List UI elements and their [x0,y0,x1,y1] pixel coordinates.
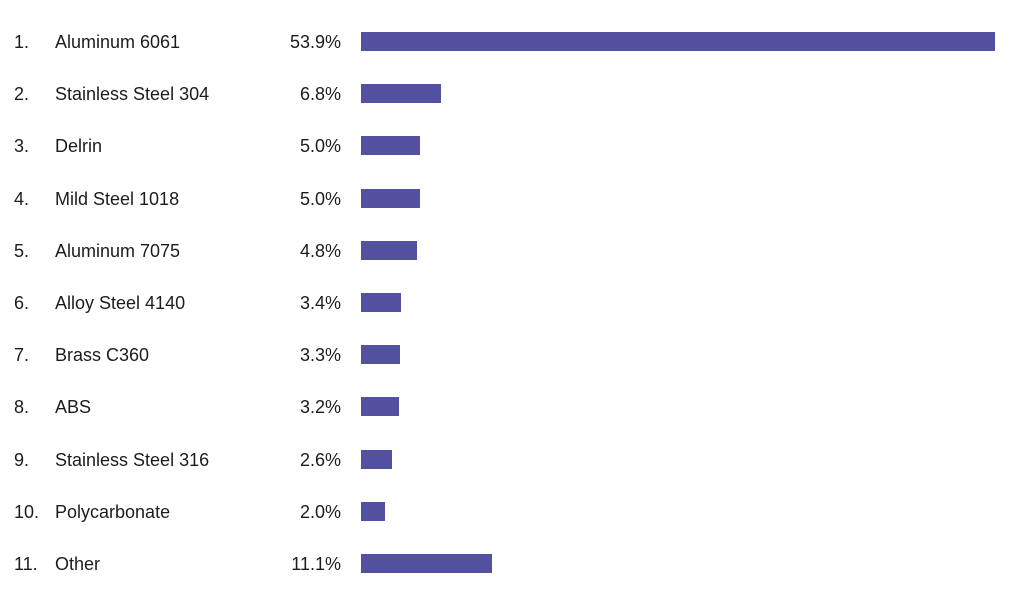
row-label: Aluminum 7075 [55,240,181,261]
row-value: 6.8% [299,84,341,105]
row-value: 5.0% [299,136,341,157]
row-label: Other [55,554,101,574]
chart-row: 2. Stainless Steel 304 6.8% [0,82,1024,106]
row-value: 11.1% [291,554,341,574]
row-label: Delrin [55,136,103,157]
chart-row: 11. Other 11.1% [0,552,1024,576]
row-value: 53.9% [289,32,341,52]
chart-row: 8. ABS 3.2% [0,395,1024,419]
chart-row: 1. Aluminum 6061 53.9% [0,30,1024,54]
row-rank: 2. [14,84,30,105]
row-bar [361,84,441,104]
row-bar [361,293,401,312]
chart-row: 5. Aluminum 7075 4.8% [0,239,1024,263]
row-rank: 9. [14,449,30,470]
row-bar [361,240,417,260]
row-label: Brass C360 [55,345,150,366]
row-rank: 6. [14,293,30,313]
chart-row: 6. Alloy Steel 4140 3.4% [0,291,1024,315]
row-bar [361,188,420,208]
chart-row: 10. Polycarbonate 2.0% [0,500,1024,524]
row-label: Alloy Steel 4140 [55,293,186,313]
row-value: 2.6% [299,449,341,470]
row-label: Stainless Steel 304 [55,84,210,105]
row-rank: 10. [14,501,40,522]
row-value: 3.3% [299,345,341,366]
row-bar [361,345,400,365]
row-rank: 11. [14,554,38,574]
row-bar [361,501,385,521]
row-rank: 5. [14,240,30,261]
row-bar [361,449,392,469]
row-label: Aluminum 6061 [55,32,181,52]
row-value: 3.4% [299,293,341,313]
chart-row: 3. Delrin 5.0% [0,134,1024,158]
row-bar [361,397,399,417]
row-rank: 3. [14,136,30,157]
row-rank: 7. [14,345,30,366]
row-label: Stainless Steel 316 [55,449,210,470]
chart-row: 7. Brass C360 3.3% [0,343,1024,367]
row-bar [361,136,420,156]
row-rank: 4. [14,188,30,209]
row-label: ABS [55,397,92,418]
chart-row: 4. Mild Steel 1018 5.0% [0,187,1024,211]
row-value: 4.8% [299,240,341,261]
row-value: 2.0% [299,501,341,522]
row-bar [361,554,492,573]
row-rank: 1. [14,32,30,52]
row-bar [361,32,995,51]
row-value: 3.2% [299,397,341,418]
row-rank: 8. [14,397,30,418]
row-label: Polycarbonate [55,501,171,522]
row-label: Mild Steel 1018 [55,188,180,209]
chart-row: 9. Stainless Steel 316 2.6% [0,448,1024,472]
row-value: 5.0% [299,188,341,209]
